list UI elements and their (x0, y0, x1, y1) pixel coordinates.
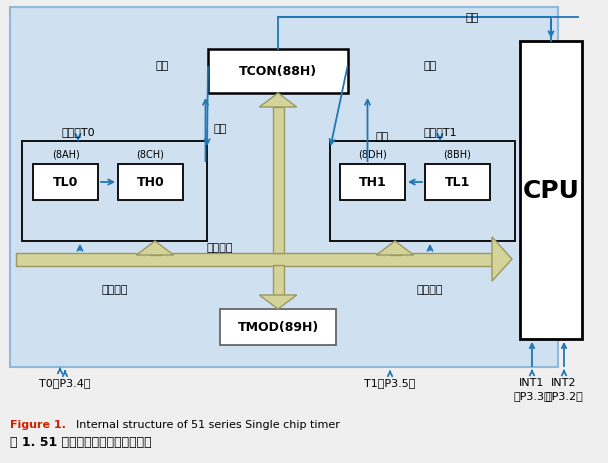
Bar (425, 165, 490, 200)
Bar (22, 142, 207, 242)
Bar (10, 8, 558, 367)
Text: 工作方式: 工作方式 (102, 284, 128, 294)
Bar (340, 165, 405, 200)
Polygon shape (259, 94, 297, 108)
Text: TH0: TH0 (137, 176, 164, 189)
Text: Internal structure of 51 series Single chip timer: Internal structure of 51 series Single c… (76, 419, 340, 429)
Bar (272, 108, 283, 253)
Text: CPU: CPU (522, 179, 579, 202)
Bar (118, 165, 183, 200)
Bar (220, 309, 336, 345)
Text: 工作方式: 工作方式 (416, 284, 443, 294)
Bar (330, 142, 515, 242)
Text: 内部总线: 内部总线 (207, 243, 233, 252)
Text: TL0: TL0 (53, 176, 78, 189)
Text: 中断: 中断 (465, 13, 478, 23)
Text: 溢出: 溢出 (376, 132, 389, 142)
Bar (520, 42, 582, 339)
Text: 启动: 启动 (423, 61, 437, 71)
Bar (16, 253, 492, 266)
Bar (390, 253, 401, 256)
Text: TL1: TL1 (445, 176, 470, 189)
Text: 定时器T0: 定时器T0 (61, 127, 95, 137)
Polygon shape (492, 238, 512, 282)
Text: 定时器T1: 定时器T1 (423, 127, 457, 137)
Bar (150, 253, 161, 256)
Text: INT1: INT1 (519, 377, 545, 387)
Text: （P3.2）: （P3.2） (545, 390, 583, 400)
Text: 启动: 启动 (156, 61, 168, 71)
Polygon shape (259, 295, 297, 309)
Text: （P3.3）: （P3.3） (513, 390, 551, 400)
Bar (272, 265, 283, 295)
Text: T0（P3.4）: T0（P3.4） (40, 377, 91, 387)
Text: T1（P3.5）: T1（P3.5） (364, 377, 416, 387)
Polygon shape (136, 242, 174, 256)
Text: 溢出: 溢出 (213, 124, 227, 134)
Text: TH1: TH1 (359, 176, 386, 189)
Bar (33, 165, 98, 200)
Text: TMOD(89H): TMOD(89H) (237, 321, 319, 334)
Text: Figure 1.: Figure 1. (10, 419, 66, 429)
Polygon shape (376, 242, 413, 256)
Bar (208, 50, 348, 94)
Text: (8CH): (8CH) (137, 150, 164, 160)
Text: INT2: INT2 (551, 377, 577, 387)
Text: 图 1. 51 系列单片机定时器内部框图: 图 1. 51 系列单片机定时器内部框图 (10, 435, 151, 448)
Text: TCON(88H): TCON(88H) (239, 65, 317, 78)
Text: (8AH): (8AH) (52, 150, 80, 160)
Text: (8DH): (8DH) (358, 150, 387, 160)
Text: (8BH): (8BH) (444, 150, 471, 160)
